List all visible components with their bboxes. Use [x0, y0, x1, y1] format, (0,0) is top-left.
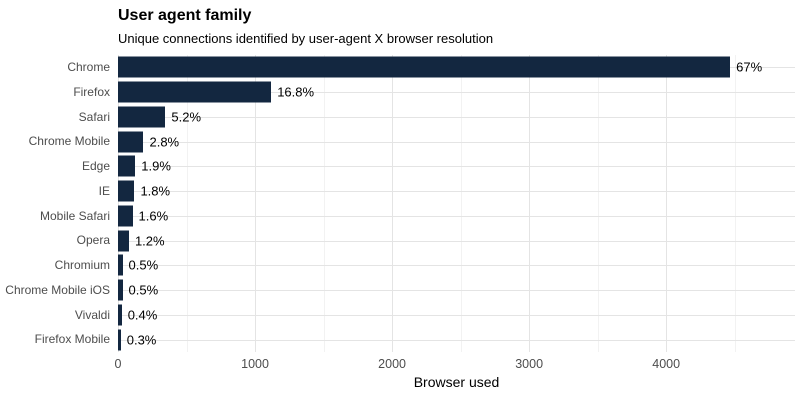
plot-panel: 67% 16.8% 5.2% 2.8% 1.9% 1.8% 1.6% 1.2% 0.5% 0.5%…	[118, 55, 795, 352]
category-label: Opera	[76, 233, 110, 248]
bar	[118, 81, 272, 103]
category-gridline	[118, 215, 795, 217]
bar	[118, 304, 122, 326]
x-axis-title: Browser used	[413, 374, 500, 390]
bar-row: 16.8%	[118, 80, 795, 105]
chart-title: User agent family	[118, 7, 252, 24]
category-label: Safari	[78, 109, 110, 124]
bar-row: 67%	[118, 55, 795, 80]
category-label: Vivaldi	[74, 307, 110, 322]
x-axis-tick-labels: 0 1000 2000 3000 4000	[114, 357, 795, 371]
bar	[118, 329, 121, 351]
bar-value-label: 0.5%	[128, 282, 159, 298]
category-gridline	[118, 116, 795, 118]
category-label: Chrome Mobile	[28, 134, 110, 149]
x-tick-label: 0	[114, 357, 122, 371]
category-label: Firefox	[73, 84, 110, 99]
minor-gridline	[734, 55, 736, 352]
bar	[118, 155, 136, 177]
bar-row: 2.8%	[118, 129, 795, 154]
bar	[118, 56, 731, 78]
category-label: IE	[98, 183, 110, 198]
bar-row: 1.8%	[118, 179, 795, 204]
y-axis-category-labels: Chrome Firefox Safari Chrome Mobile Edge IE Mo…	[0, 55, 110, 352]
category-gridline	[118, 166, 795, 168]
x-tick-label: 4000	[652, 357, 681, 371]
bar-row: 5.2%	[118, 105, 795, 130]
category-label: Edge	[81, 159, 110, 173]
major-gridline	[118, 55, 119, 352]
minor-gridline	[460, 55, 462, 352]
category-gridline	[118, 339, 795, 341]
bar-value-label: 2.8%	[149, 134, 180, 150]
bar-value-label: 16.8%	[277, 84, 315, 100]
bar-value-label: 1.6%	[138, 208, 169, 224]
minor-gridline	[597, 55, 599, 352]
category-label: Firefox Mobile	[34, 332, 110, 347]
category-gridline	[118, 265, 795, 267]
minor-gridline	[186, 55, 188, 352]
bar-value-label: 1.9%	[141, 158, 171, 174]
bar	[118, 230, 129, 252]
bar-value-label: 0.3%	[126, 332, 157, 348]
bar-value-label: 5.2%	[171, 109, 202, 125]
chart-subtitle: Unique connections identified by user-ag…	[118, 31, 494, 46]
category-gridline	[118, 314, 795, 316]
x-tick-label: 2000	[378, 357, 406, 371]
x-tick-label: 1000	[241, 357, 269, 371]
bar-value-label: 0.5%	[128, 257, 159, 273]
category-label: Chromium	[54, 258, 110, 272]
bar-row: 1.9%	[118, 154, 795, 179]
category-label: Chrome	[67, 60, 110, 74]
bar-value-label: 0.4%	[127, 307, 158, 323]
bar	[118, 254, 123, 276]
bar	[118, 106, 166, 128]
minor-gridline	[323, 55, 325, 352]
bar-value-label: 1.2%	[134, 233, 165, 249]
bar-row: 0.5%	[118, 278, 795, 303]
major-gridline	[255, 55, 257, 352]
category-gridline	[118, 191, 795, 193]
major-gridline	[529, 55, 531, 352]
bar	[118, 279, 123, 301]
bar-row: 1.2%	[118, 228, 795, 253]
category-gridline	[118, 240, 795, 242]
bar	[118, 205, 133, 227]
bar	[118, 180, 135, 202]
category-gridline	[118, 92, 795, 94]
bar-row: 0.3%	[118, 327, 795, 352]
bar-value-label: 67%	[736, 59, 763, 75]
category-label: Chrome Mobile iOS	[5, 282, 110, 297]
bar-row: 1.6%	[118, 204, 795, 229]
bar	[118, 131, 144, 153]
bar-row: 0.5%	[118, 253, 795, 278]
major-gridline	[392, 55, 394, 352]
bar-row: 0.4%	[118, 303, 795, 328]
category-gridline	[118, 141, 795, 143]
bar-value-label: 1.8%	[140, 183, 171, 199]
x-tick-label: 3000	[515, 357, 544, 371]
major-gridline	[666, 55, 668, 352]
category-gridline	[118, 290, 795, 292]
category-label: Mobile Safari	[39, 208, 110, 223]
